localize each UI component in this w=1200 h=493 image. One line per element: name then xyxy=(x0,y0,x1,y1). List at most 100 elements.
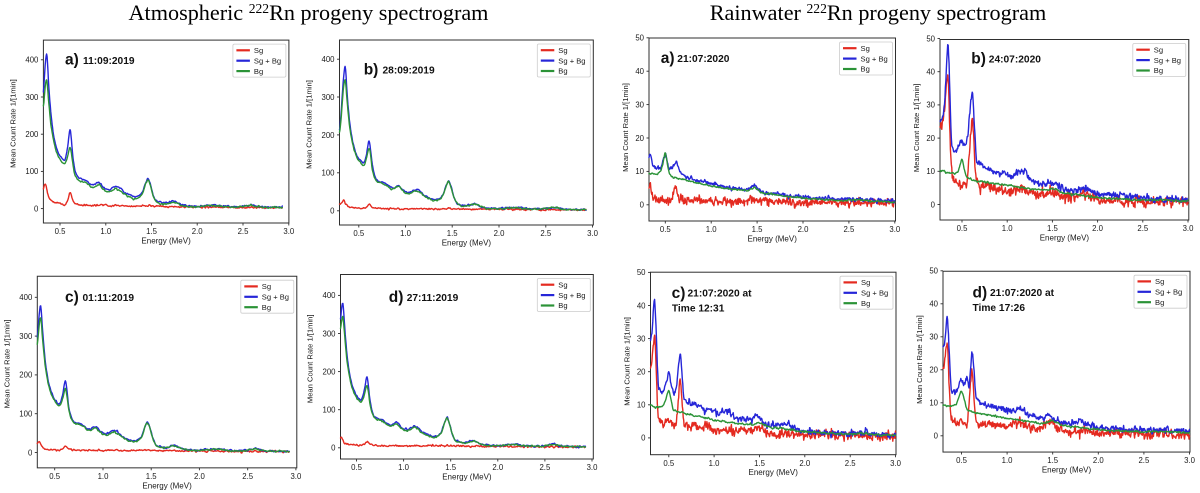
svg-text:2.0: 2.0 xyxy=(194,472,206,481)
svg-text:30: 30 xyxy=(637,334,646,343)
svg-text:3.0: 3.0 xyxy=(1183,224,1195,233)
svg-text:Sg + Bg: Sg + Bg xyxy=(861,289,888,298)
svg-text:21:07:2020 at: 21:07:2020 at xyxy=(990,288,1055,299)
svg-text:Sg + Bg: Sg + Bg xyxy=(861,54,888,63)
svg-text:Bg: Bg xyxy=(262,303,271,312)
svg-text:200: 200 xyxy=(25,130,39,139)
svg-text:3.0: 3.0 xyxy=(283,227,295,236)
svg-text:1.0: 1.0 xyxy=(709,459,721,468)
svg-text:0.5: 0.5 xyxy=(353,229,365,238)
svg-text:Mean Count Rate 1/[1min]: Mean Count Rate 1/[1min] xyxy=(2,320,11,409)
svg-text:200: 200 xyxy=(19,371,33,380)
svg-text:11:09:2019: 11:09:2019 xyxy=(83,56,135,67)
svg-text:3.0: 3.0 xyxy=(290,472,302,481)
svg-text:300: 300 xyxy=(321,93,335,102)
svg-text:2.0: 2.0 xyxy=(192,227,204,236)
svg-text:Time 12:31: Time 12:31 xyxy=(672,304,725,315)
svg-text:40: 40 xyxy=(635,67,644,76)
svg-text:1.5: 1.5 xyxy=(1047,456,1059,465)
svg-text:0: 0 xyxy=(640,201,645,210)
svg-text:Bg: Bg xyxy=(861,299,870,308)
svg-text:2.5: 2.5 xyxy=(843,225,855,234)
svg-text:20: 20 xyxy=(637,368,646,377)
svg-text:Mean Count Rate 1/[1min]: Mean Count Rate 1/[1min] xyxy=(623,317,632,406)
svg-text:400: 400 xyxy=(322,291,336,300)
svg-text:1.5: 1.5 xyxy=(754,459,766,468)
svg-text:3.0: 3.0 xyxy=(587,229,599,238)
svg-text:Sg + Bg: Sg + Bg xyxy=(1154,56,1181,65)
svg-text:400: 400 xyxy=(25,56,39,65)
svg-text:40: 40 xyxy=(929,300,938,309)
svg-text:Sg: Sg xyxy=(861,44,870,53)
svg-text:2.5: 2.5 xyxy=(539,463,551,472)
svg-text:10: 10 xyxy=(635,167,644,176)
svg-text:01:11:2019: 01:11:2019 xyxy=(83,293,135,304)
svg-text:Bg: Bg xyxy=(558,301,567,310)
svg-text:3.0: 3.0 xyxy=(587,463,599,472)
svg-text:200: 200 xyxy=(321,131,335,140)
svg-text:40: 40 xyxy=(926,68,935,77)
svg-text:1.0: 1.0 xyxy=(1002,224,1014,233)
svg-text:c): c) xyxy=(672,285,686,302)
svg-text:28:09:2019: 28:09:2019 xyxy=(383,65,435,76)
svg-text:a): a) xyxy=(65,52,79,69)
svg-text:Sg: Sg xyxy=(262,282,271,291)
svg-text:21:07:2020 at: 21:07:2020 at xyxy=(688,288,753,299)
svg-text:Mean Count Rate 1/[1min]: Mean Count Rate 1/[1min] xyxy=(915,315,924,404)
svg-text:0: 0 xyxy=(331,444,336,453)
svg-text:1.0: 1.0 xyxy=(398,463,410,472)
svg-text:Bg: Bg xyxy=(1154,66,1163,75)
svg-text:100: 100 xyxy=(322,406,336,415)
svg-text:Bg: Bg xyxy=(1155,298,1164,307)
svg-text:100: 100 xyxy=(321,169,335,178)
svg-text:Sg: Sg xyxy=(1155,277,1164,286)
svg-text:Energy (MeV): Energy (MeV) xyxy=(749,468,799,477)
svg-text:1.0: 1.0 xyxy=(100,227,112,236)
svg-text:Sg: Sg xyxy=(861,278,870,287)
svg-text:300: 300 xyxy=(322,329,336,338)
svg-text:1.0: 1.0 xyxy=(98,472,110,481)
svg-text:Mean Count Rate 1/[1min]: Mean Count Rate 1/[1min] xyxy=(306,314,315,403)
svg-text:c): c) xyxy=(65,289,79,306)
svg-text:Mean Count Rate 1/[1min]: Mean Count Rate 1/[1min] xyxy=(912,83,921,172)
svg-text:300: 300 xyxy=(19,332,33,341)
svg-text:Mean Count Rate 1/[1min]: Mean Count Rate 1/[1min] xyxy=(305,80,314,169)
svg-text:Sg: Sg xyxy=(254,46,263,55)
svg-text:24:07:2020: 24:07:2020 xyxy=(989,54,1041,65)
svg-text:0.5: 0.5 xyxy=(957,224,969,233)
svg-text:Bg: Bg xyxy=(861,65,870,74)
svg-text:0: 0 xyxy=(934,432,939,441)
svg-text:3.0: 3.0 xyxy=(889,225,901,234)
svg-text:3.0: 3.0 xyxy=(890,459,902,468)
svg-text:1.5: 1.5 xyxy=(445,463,457,472)
svg-text:Time 17:26: Time 17:26 xyxy=(973,303,1026,314)
svg-text:1.5: 1.5 xyxy=(1047,224,1059,233)
svg-text:2.5: 2.5 xyxy=(1138,456,1150,465)
svg-text:100: 100 xyxy=(19,410,33,419)
svg-text:1.5: 1.5 xyxy=(146,227,158,236)
svg-text:21:07:2020: 21:07:2020 xyxy=(677,54,729,65)
svg-text:0.5: 0.5 xyxy=(663,459,675,468)
svg-text:2.5: 2.5 xyxy=(845,459,857,468)
svg-text:Mean Count Rate 1/[1min]: Mean Count Rate 1/[1min] xyxy=(8,79,17,168)
svg-text:20: 20 xyxy=(926,134,935,143)
svg-text:Energy (MeV): Energy (MeV) xyxy=(442,473,492,482)
svg-text:0.5: 0.5 xyxy=(351,463,363,472)
svg-text:2.0: 2.0 xyxy=(1093,456,1105,465)
svg-text:2.5: 2.5 xyxy=(540,229,552,238)
svg-text:1.5: 1.5 xyxy=(752,225,764,234)
svg-text:Atmospheric 222Rn progeny spec: Atmospheric 222Rn progeny spectrogram xyxy=(129,0,489,25)
svg-text:Sg + Bg: Sg + Bg xyxy=(558,56,585,65)
svg-text:d): d) xyxy=(389,289,404,306)
svg-text:Energy (MeV): Energy (MeV) xyxy=(748,235,798,244)
svg-text:1.0: 1.0 xyxy=(706,225,718,234)
svg-text:Rainwater 222Rn progeny spectr: Rainwater 222Rn progeny spectrogram xyxy=(710,0,1046,25)
svg-text:1.5: 1.5 xyxy=(447,229,459,238)
svg-text:0: 0 xyxy=(931,200,936,209)
svg-text:d): d) xyxy=(973,285,988,302)
svg-text:400: 400 xyxy=(321,55,335,64)
svg-text:400: 400 xyxy=(19,293,33,302)
svg-text:2.0: 2.0 xyxy=(798,225,810,234)
svg-text:1.0: 1.0 xyxy=(400,229,412,238)
svg-text:10: 10 xyxy=(637,401,646,410)
